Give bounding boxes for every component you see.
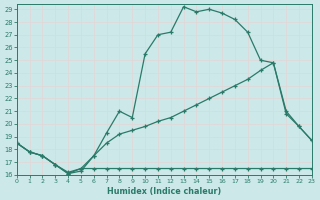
X-axis label: Humidex (Indice chaleur): Humidex (Indice chaleur) [107,187,221,196]
